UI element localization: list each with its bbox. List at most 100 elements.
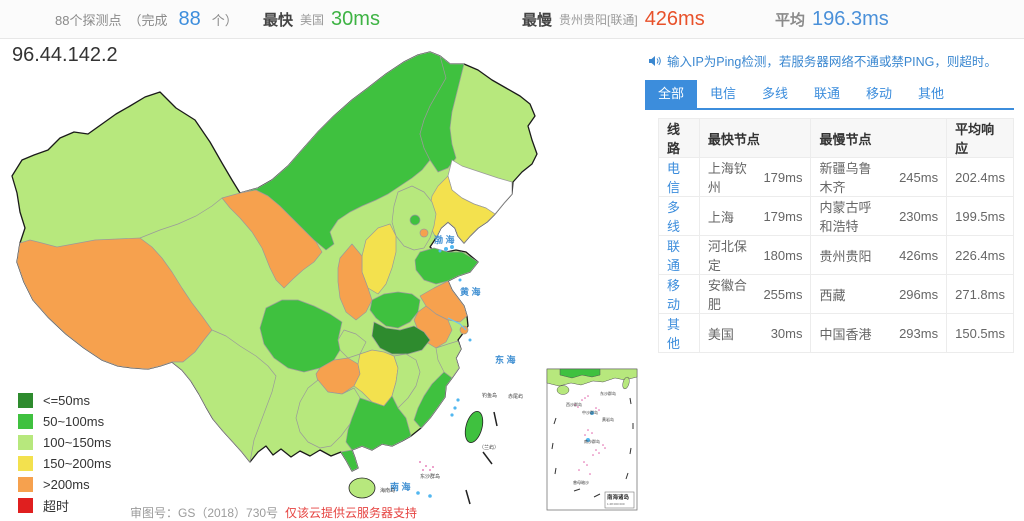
result-table: 线路 最快节点 最慢节点 平均响应 电信 上海钦州 179ms 新疆乌鲁木齐 2… xyxy=(658,118,1014,353)
island-labels: 钓鱼岛 赤尾屿 （兰屿） 东沙群岛 海南岛 xyxy=(380,392,523,494)
boundary-dashes xyxy=(465,411,498,505)
island-hainan[interactable] xyxy=(348,477,376,499)
latency-legend: <=50ms 50~100ms 100~150ms 150~200ms >200… xyxy=(18,390,111,516)
line-name: 电信 xyxy=(658,157,700,197)
svg-text:东 海: 东 海 xyxy=(495,354,516,365)
ping-notice: 输入IP为Ping检测，若服务器网络不通或禁PING，则超时。 xyxy=(648,51,1020,70)
slowest-ms-cell: 296ms xyxy=(891,274,948,314)
province-jiangxi xyxy=(391,353,421,409)
city-shanghai xyxy=(459,325,469,335)
legend-swatch-green xyxy=(18,414,33,429)
table-row: 多线 上海 179ms 内蒙古呼和浩特 230ms 199.5ms xyxy=(658,196,1014,236)
line-name: 多线 xyxy=(658,196,700,236)
slowest-node-cell: 贵州贵阳 xyxy=(810,235,892,275)
fastest-node-cell: 上海钦州 xyxy=(699,157,756,197)
col-slowest: 最慢节点 xyxy=(810,118,948,158)
fastest-label: 最快 xyxy=(263,11,294,29)
legend-swatch-dark-green xyxy=(18,393,33,408)
legend-swatch-yellow xyxy=(18,456,33,471)
province-fujian xyxy=(413,371,453,429)
tab-multiline[interactable]: 多线 xyxy=(761,86,788,101)
avg-cell: 271.8ms xyxy=(946,274,1014,314)
stats-bar: 88个探测点 （完成 88 个） 最快 美国 30ms 最慢 贵州贵阳[联通] … xyxy=(0,0,1024,39)
col-fastest: 最快节点 xyxy=(699,118,812,158)
island-taiwan[interactable] xyxy=(462,409,486,444)
slowest-node-cell: 内蒙古呼和浩特 xyxy=(810,196,892,236)
fastest-node: 美国 xyxy=(300,12,325,27)
pink-islets xyxy=(419,461,434,471)
isp-tabs: 全部 电信 多线 联通 移动 其他 xyxy=(645,80,1014,110)
province-guangxi xyxy=(295,379,361,449)
sea-inset: 东沙群岛 西沙群岛 中沙群岛 黄岩岛 南沙群岛 曾母暗沙 南海诸岛 1:48 0… xyxy=(546,368,638,511)
legend-swatch-light-green xyxy=(18,435,33,450)
fastest-ms-cell: 255ms xyxy=(755,274,812,314)
tab-mobile[interactable]: 移动 xyxy=(865,86,892,101)
fastest-node-cell: 河北保定 xyxy=(699,235,756,275)
table-row: 联通 河北保定 180ms 贵州贵阳 426ms 226.4ms xyxy=(658,235,1014,275)
legend-swatch-orange xyxy=(18,477,33,492)
slowest-stat: 最慢 贵州贵阳[联通] 426ms xyxy=(522,0,705,38)
svg-text:赤尾屿: 赤尾屿 xyxy=(508,393,523,400)
tab-all[interactable]: 全部 xyxy=(645,80,697,108)
slowest-value: 426ms xyxy=(644,7,705,30)
slowest-ms-cell: 230ms xyxy=(891,196,948,236)
fastest-ms-cell: 30ms xyxy=(755,313,812,353)
line-name: 移动 xyxy=(658,274,700,314)
col-avg: 平均响应 xyxy=(946,118,1014,158)
sea-islets xyxy=(416,245,472,498)
svg-text:东沙群岛: 东沙群岛 xyxy=(600,390,616,396)
svg-text:曾母暗沙: 曾母暗沙 xyxy=(573,479,589,485)
table-header-row: 线路 最快节点 最慢节点 平均响应 xyxy=(658,118,1014,158)
map-approval-number: 审图号：GS（2018）730号 xyxy=(130,506,279,520)
river xyxy=(447,317,467,331)
sponsor-credit-link[interactable]: 仅该云提供云服务器支持 xyxy=(285,506,418,520)
probes-count-value: 88 xyxy=(178,7,201,30)
avg-cell: 202.4ms xyxy=(946,157,1014,197)
svg-text:黄 海: 黄 海 xyxy=(460,286,481,297)
province-guangdong xyxy=(345,395,412,451)
svg-text:中沙群岛: 中沙群岛 xyxy=(582,409,598,415)
legend-item: >200ms xyxy=(18,474,111,495)
sea-labels: 渤 海 黄 海 东 海 南 海 xyxy=(390,234,516,492)
svg-text:南 海: 南 海 xyxy=(390,481,411,492)
line-name: 联通 xyxy=(658,235,700,275)
table-row: 其他 美国 30ms 中国香港 293ms 150.5ms xyxy=(658,313,1014,353)
tab-telecom[interactable]: 电信 xyxy=(709,86,736,101)
fastest-node-cell: 上海 xyxy=(699,196,756,236)
avg-cell: 150.5ms xyxy=(946,313,1014,353)
slowest-node-cell: 中国香港 xyxy=(810,313,892,353)
legend-item: 50~100ms xyxy=(18,411,111,432)
svg-text:渤 海: 渤 海 xyxy=(434,234,455,245)
avg-cell: 226.4ms xyxy=(946,235,1014,275)
probes-prefix: 88个探测点 xyxy=(55,12,122,28)
city-tianjin xyxy=(419,228,429,238)
average-label: 平均 xyxy=(775,11,806,29)
speaker-icon xyxy=(649,55,661,66)
legend-item: <=50ms xyxy=(18,390,111,411)
slowest-node: 贵州贵阳[联通] xyxy=(559,12,638,27)
province-henan xyxy=(369,291,421,329)
probes-suffix: 个） xyxy=(211,12,238,28)
tab-other[interactable]: 其他 xyxy=(917,86,944,101)
line-name: 其他 xyxy=(658,313,700,353)
table-row: 移动 安徽合肥 255ms 西藏 296ms 271.8ms xyxy=(658,274,1014,314)
fastest-ms-cell: 180ms xyxy=(755,235,812,275)
tab-unicom[interactable]: 联通 xyxy=(813,86,840,101)
legend-item: 150~200ms xyxy=(18,453,111,474)
svg-text:（兰屿）: （兰屿） xyxy=(479,444,499,451)
probes-paren: （完成 xyxy=(128,12,168,28)
province-borders xyxy=(139,197,223,239)
city-beijing xyxy=(409,214,421,226)
fastest-ms-cell: 179ms xyxy=(755,157,812,197)
target-ip: 96.44.142.2 xyxy=(12,44,118,66)
table-row: 电信 上海钦州 179ms 新疆乌鲁木齐 245ms 202.4ms xyxy=(658,157,1014,197)
province-yunnan xyxy=(171,329,277,463)
svg-text:海南岛: 海南岛 xyxy=(380,487,395,494)
province-hubei xyxy=(371,321,431,355)
slowest-ms-cell: 426ms xyxy=(891,235,948,275)
slowest-label: 最慢 xyxy=(522,11,553,29)
svg-text:钓鱼岛: 钓鱼岛 xyxy=(482,392,497,399)
province-zhejiang xyxy=(435,340,462,379)
provinces[interactable] xyxy=(16,51,513,472)
